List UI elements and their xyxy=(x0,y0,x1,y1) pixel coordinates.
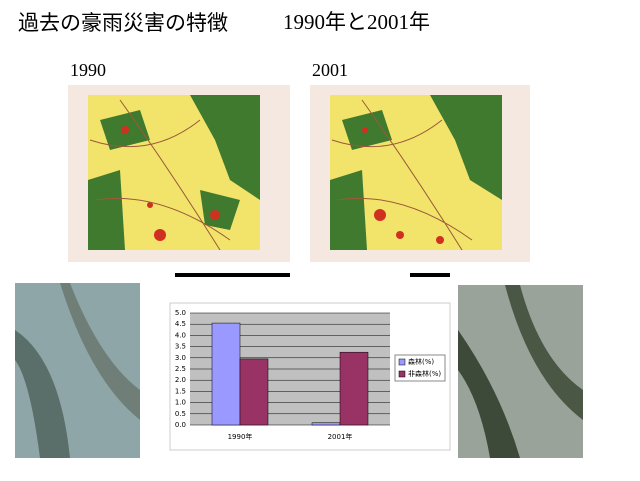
y-tick-label: 3.5 xyxy=(175,343,186,351)
y-tick-label: 3.0 xyxy=(175,354,186,362)
legend-swatch xyxy=(398,358,406,366)
slide-subtitle: 1990年と2001年 xyxy=(283,10,430,34)
y-tick-label: 1.5 xyxy=(175,387,186,395)
legend-label: 非森林(%) xyxy=(408,369,441,378)
bar xyxy=(239,358,269,426)
map-1990 xyxy=(68,85,290,262)
y-tick-label: 0.0 xyxy=(175,421,186,429)
x-tick-label: 2001年 xyxy=(328,432,353,441)
bar xyxy=(311,422,341,426)
scale-bar xyxy=(175,273,290,277)
slide-title: 過去の豪雨災害の特徴 xyxy=(18,11,228,35)
bar xyxy=(211,322,241,426)
y-tick-label: 2.5 xyxy=(175,365,186,373)
bar-chart: 0.0 0.5 1.0 1.5 2.0 2.5 3.0 3.5 4.0 4.5 5.0 1990年 20… xyxy=(175,309,442,441)
aerial-photo-left xyxy=(15,283,140,458)
legend-label: 森林(%) xyxy=(408,357,434,366)
y-tick-label: 5.0 xyxy=(175,309,186,317)
y-tick-label: 0.5 xyxy=(175,410,186,418)
map-label: 2001 xyxy=(312,60,348,80)
aerial-photo-right xyxy=(458,285,583,458)
map-2001 xyxy=(310,85,530,262)
bar xyxy=(339,351,369,426)
scale-bar xyxy=(410,273,450,277)
y-tick-label: 4.0 xyxy=(175,331,186,339)
x-tick-label: 1990年 xyxy=(228,432,253,441)
legend-swatch xyxy=(398,370,406,378)
map-label: 1990 xyxy=(70,60,106,80)
y-tick-label: 2.0 xyxy=(175,376,186,384)
y-tick-label: 1.0 xyxy=(175,399,186,407)
y-tick-label: 4.5 xyxy=(175,320,186,328)
